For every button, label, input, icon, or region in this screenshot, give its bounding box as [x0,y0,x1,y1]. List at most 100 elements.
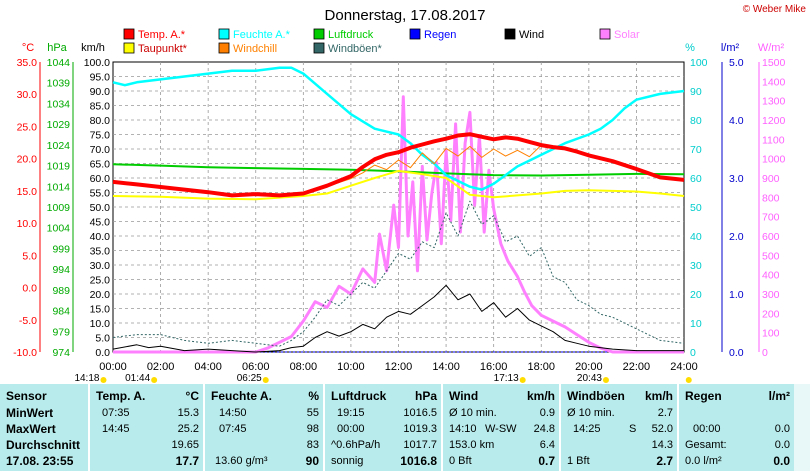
legend-label: Taupunkt* [138,43,188,55]
table-scrollbar[interactable] [794,384,810,471]
legend-swatch [123,28,135,40]
wind-tick-label: 90.0 [90,86,111,98]
wind-tick-label: 25.0 [90,275,111,287]
temp-tick-label: 15.0 [17,186,38,198]
series-layer [112,66,685,354]
sun-marker-icon [519,377,526,383]
wind-tick-label: 35.0 [90,246,111,258]
pressure-max-value: 1019.3 [403,423,437,435]
wind-beaufort: 0 Bft [449,455,472,467]
rain-tick-label: 4.0 [729,115,744,127]
wind-tick-label: 85.0 [90,101,111,113]
pressure-unit: hPa [414,389,437,403]
temp-tick-label: -5.0 [19,315,37,327]
x-tick-label: 16:00 [480,361,508,373]
wind-distance: 153.0 km [449,439,495,451]
pressure-tick-label: 1009 [47,202,71,214]
axis-units: °C hPa km/h% l/m² W/m² [22,42,785,54]
pressure-tick-label: 1004 [47,223,71,235]
humidity-tick-label: 20 [690,289,702,301]
humidity-max-value: 98 [306,423,319,435]
temperature-line [112,132,685,198]
credit-text: © Weber Mike [743,4,807,15]
wind-tick-label: 20.0 [90,289,111,301]
temp-tick-label: 5.0 [22,250,37,262]
gusts-column: Windböen km/h Ø 10 min. 2.7 14:25 S 52.0… [559,384,679,471]
solar-tick-label: 1500 [762,57,786,69]
rain-tick-label: 2.0 [729,231,744,243]
legend-label: Feuchte A.* [233,29,291,41]
solar-tick-label: 100 [762,328,780,340]
x-tick-label: 22:00 [623,361,651,373]
temp-axis-unit: °C [22,42,34,54]
pressure-avg-value: 1017.7 [403,439,437,451]
wind-tick-label: 0.0 [95,347,110,359]
current-timestamp: 17.08. 23:55 [6,454,74,468]
humidity-tick-label: 10 [690,318,702,330]
sun-markers: 14:18 01:44 06:25 17:13 20:43 [74,373,692,384]
rain-tick-label: 5.0 [729,57,744,69]
pressure-min-value: 1016.5 [403,407,437,419]
solar-tick-label: 1400 [762,76,786,88]
wind-max-direction: W-SW [485,423,517,435]
temp-tick-label: 30.0 [17,89,38,101]
temp-tick-label: 35.0 [17,57,38,69]
solar-tick-label: 400 [762,270,780,282]
x-tick-label: 12:00 [385,361,413,373]
avg-row-label: Durchschnitt [6,438,81,452]
pressure-tick-label: 1029 [47,119,71,131]
gusts-unit: km/h [644,389,673,403]
rain-tick-label: 0.0 [729,347,744,359]
pressure-tick-label: 1044 [47,57,71,69]
gusts-max-direction: S [629,423,637,435]
wind-line [112,284,684,353]
wind-axis-unit: km/h [81,42,105,54]
wind-tick-label: 40.0 [90,231,111,243]
x-tick-label: 00:00 [99,361,127,373]
humidity-axis-unit: % [685,42,695,54]
pressure-tick-label: 989 [52,285,70,297]
legend-label: Windchill [233,43,277,55]
solar-line [113,95,684,354]
x-tick-label: 08:00 [290,361,318,373]
solar-tick-label: 1200 [762,115,786,127]
temp-tick-label: 10.0 [17,218,38,230]
solar-tick-label: 200 [762,308,780,320]
pressure-header: Luftdruck [331,389,387,403]
rain-total-value: 0.0 [774,439,790,451]
solar-tick-label: 900 [762,173,780,185]
rain-axis-unit: l/m² [721,42,740,54]
wind-unit: km/h [526,389,555,403]
wind-tick-label: 5.0 [95,333,110,345]
legend-swatch [218,42,230,54]
humidity-line [112,66,685,191]
gusts-avg-value: 14.3 [651,439,673,451]
dewpoint-line [112,169,685,201]
pressure-min-time: 19:15 [337,407,365,419]
wind-tick-label: 55.0 [90,188,111,200]
temp-unit: °C [185,389,199,403]
wind-avg-value: 6.4 [539,439,555,451]
temp-column: Temp. A. °C 07:35 15.3 14:45 25.2 19.65 … [88,384,205,471]
rain-tick-label: 3.0 [729,173,744,185]
wind-max-time: 14:10 [449,423,477,435]
humidity-tick-label: 40 [690,231,702,243]
solar-tick-label: 1100 [762,134,785,146]
temp-header: Temp. A. [96,389,146,403]
x-tick-label: 06:00 [242,361,270,373]
sun-marker-icon [602,377,609,383]
wind-tick-label: 70.0 [90,144,111,156]
wind-tick-label: 95.0 [90,72,111,84]
humidity-tick-label: 50 [690,202,702,214]
x-tick-label: 20:00 [575,361,603,373]
humidity-header: Feuchte A. [211,389,272,403]
pressure-tick-label: 1039 [47,78,71,90]
solar-tick-label: 800 [762,192,780,204]
pressure-forecast: sonnig [331,455,364,467]
solar-tick-label: 500 [762,250,780,262]
gusts-min-value: 2.7 [657,407,673,419]
legend-swatch [218,28,230,40]
wind-tick-label: 15.0 [90,304,111,316]
wind-column: Wind km/h Ø 10 min. 0.9 14:10 W-SW 24.8 … [441,384,561,471]
wind-tick-label: 100.0 [84,57,110,69]
